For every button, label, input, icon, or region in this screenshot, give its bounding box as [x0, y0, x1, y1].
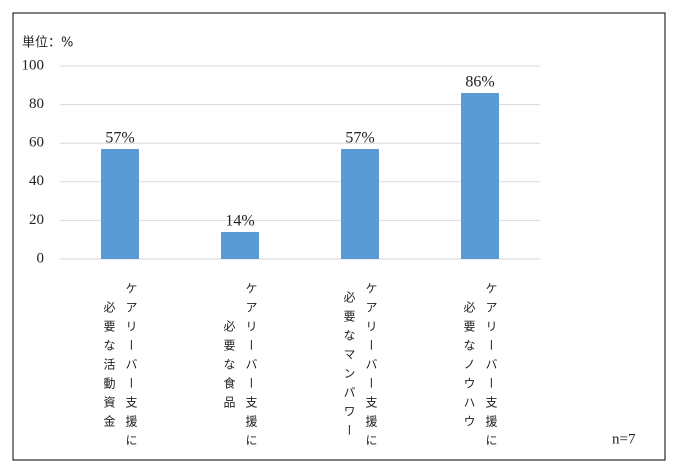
value-label: 14%: [225, 213, 254, 230]
bar: [461, 93, 499, 260]
x-tick-label: ケアリーバー支援に必要なマンパワー: [342, 281, 378, 453]
frame: [12, 12, 666, 461]
x-tick-label: ケアリーバー支援に必要なノウハウ: [462, 281, 498, 453]
y-tick-label: 80: [29, 96, 44, 112]
bar: [341, 148, 379, 259]
y-tick-label: 40: [29, 173, 44, 189]
y-tick-label: 20: [29, 212, 44, 228]
bar: [101, 148, 139, 259]
unit-label: 単位：%: [22, 35, 73, 51]
y-tick-label: 0: [37, 250, 45, 266]
value-label: 57%: [105, 130, 134, 147]
sample-size: n=7: [612, 431, 636, 447]
bar: [221, 231, 259, 259]
x-tick-label: ケアリーバー支援に必要な食品: [222, 281, 258, 453]
y-tick-label: 60: [29, 135, 44, 151]
y-tick-label: 100: [22, 57, 45, 73]
value-label: 57%: [345, 130, 374, 147]
value-label: 86%: [465, 74, 494, 91]
x-tick-label: ケアリーバー支援に必要な活動資金: [102, 281, 138, 453]
